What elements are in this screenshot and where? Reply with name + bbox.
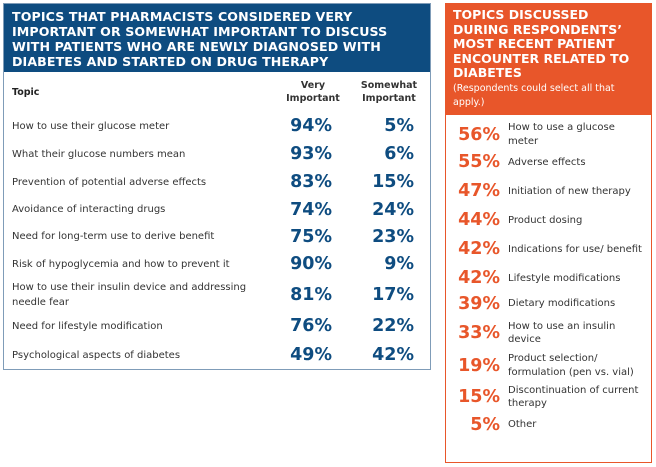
topic-percentage: 55% <box>458 152 500 173</box>
topic-percentage: 19% <box>458 355 500 376</box>
topic-label: Dietary modifications <box>508 298 616 310</box>
very-important-value: 93% <box>290 144 332 164</box>
very-important-value: 74% <box>290 199 332 220</box>
table-row: Psychological aspects of diabetes 49% 42% <box>4 340 430 370</box>
topics-discussed-header: TOPICS DISCUSSED DURING RESPONDENTS’ MOS… <box>446 4 651 115</box>
topic-list-item: 44% Product dosing <box>446 208 651 233</box>
topic-list-item: 5% Other <box>446 413 651 437</box>
topic-cell: How to use their glucose meter <box>12 120 170 132</box>
somewhat-important-value: 5% <box>384 116 414 136</box>
topic-percentage: 56% <box>458 124 500 145</box>
table-body: How to use their glucose meter 94% 5% What … <box>4 112 430 370</box>
topics-discussed-title: TOPICS DISCUSSED DURING RESPONDENTS’ MOS… <box>453 7 630 81</box>
somewhat-important-value: 22% <box>372 316 414 336</box>
topic-label: Product dosing <box>508 214 583 226</box>
topic-list-item: 47% Initiation of new therapy <box>446 175 651 208</box>
somewhat-important-value: 15% <box>372 172 414 192</box>
column-header-topic: Topic <box>12 86 40 98</box>
importance-table-panel: TOPICS THAT PHARMACISTS CONSIDERED VERY … <box>3 3 431 370</box>
topic-list-item: 33% How to use an insulin device <box>446 317 651 350</box>
somewhat-important-value: 42% <box>372 345 414 365</box>
topics-discussed-panel: TOPICS DISCUSSED DURING RESPONDENTS’ MOS… <box>445 3 652 463</box>
topic-cell: Risk of hypoglycemia and how to prevent … <box>12 258 230 270</box>
topic-list-item: 42% Lifestyle modifications <box>446 266 651 291</box>
table-row: What their glucose numbers mean 93% 6% <box>4 140 430 168</box>
table-row: Need for long-term use to derive benefit… <box>4 223 430 250</box>
importance-table-title: TOPICS THAT PHARMACISTS CONSIDERED VERY … <box>4 4 430 72</box>
topic-cell: Psychological aspects of diabetes <box>12 349 181 361</box>
topic-label: How to use an insulin device <box>508 320 616 346</box>
topic-list-item: 15% Discontinuation of current therapy <box>446 382 651 413</box>
topic-percentage: 47% <box>458 181 500 202</box>
topic-label: Discontinuation of current therapy <box>508 384 639 410</box>
very-important-value: 83% <box>290 172 332 192</box>
topic-cell: Need for lifestyle modification <box>12 320 163 332</box>
very-important-value: 90% <box>290 254 332 274</box>
topic-percentage: 33% <box>458 323 500 344</box>
very-important-value: 76% <box>290 316 332 336</box>
topic-list-item: 56% How to use a glucose meter <box>446 120 651 150</box>
topic-label: Lifestyle modifications <box>508 272 621 284</box>
topic-label: Adverse effects <box>508 156 586 168</box>
table-row: Prevention of potential adverse effects 8… <box>4 168 430 196</box>
very-important-value: 49% <box>290 345 332 365</box>
topics-discussed-list: 56% How to use a glucose meter 55% Adverse … <box>446 115 651 437</box>
topic-cell: Need for long-term use to derive benefit <box>12 231 215 242</box>
very-important-value: 81% <box>290 285 332 305</box>
table-row: Need for lifestyle modification 76% 22% <box>4 312 430 340</box>
column-header-somewhat-important: Somewhat Important <box>360 80 418 104</box>
topics-discussed-subtitle: (Respondents could select all that apply… <box>453 82 615 108</box>
somewhat-important-value: 24% <box>372 199 414 220</box>
topic-label: Initiation of new therapy <box>508 185 631 197</box>
topic-label: How to use a glucose meter <box>508 122 615 147</box>
topic-percentage: 39% <box>458 293 500 314</box>
topic-cell: What their glucose numbers mean <box>12 148 186 160</box>
topic-cell: How to use their insulin device and addr… <box>12 282 247 308</box>
topic-list-item: 39% Dietary modifications <box>446 291 651 317</box>
very-important-value: 94% <box>290 116 332 136</box>
table-row: Risk of hypoglycemia and how to prevent … <box>4 250 430 278</box>
topic-percentage: 5% <box>470 414 500 435</box>
table-header-row: Topic Very Important Somewhat Important <box>4 72 430 112</box>
somewhat-important-value: 23% <box>372 226 414 247</box>
topic-list-item: 55% Adverse effects <box>446 150 651 175</box>
somewhat-important-value: 6% <box>384 144 414 164</box>
very-important-value: 75% <box>290 226 332 247</box>
topic-label: Indications for use/ benefit <box>508 243 642 255</box>
topic-percentage: 42% <box>458 239 500 260</box>
topic-label: Product selection/ formulation (pen vs. … <box>508 353 634 378</box>
somewhat-important-value: 17% <box>372 285 414 305</box>
topic-label: Other <box>508 419 537 431</box>
topic-cell: Prevention of potential adverse effects <box>12 176 207 188</box>
topic-percentage: 15% <box>458 387 500 408</box>
table-row: Avoidance of interacting drugs 74% 24% <box>4 196 430 223</box>
topic-percentage: 42% <box>458 268 500 289</box>
topic-cell: Avoidance of interacting drugs <box>12 204 166 215</box>
column-header-very-important: Very Important <box>286 80 340 104</box>
table-row: How to use their glucose meter 94% 5% <box>4 112 430 140</box>
topic-list-item: 19% Product selection/ formulation (pen v… <box>446 350 651 382</box>
table-row: How to use their insulin device and addr… <box>4 278 430 312</box>
topic-percentage: 44% <box>458 210 500 231</box>
topic-list-item: 42% Indications for use/ benefit <box>446 233 651 266</box>
somewhat-important-value: 9% <box>384 254 414 274</box>
